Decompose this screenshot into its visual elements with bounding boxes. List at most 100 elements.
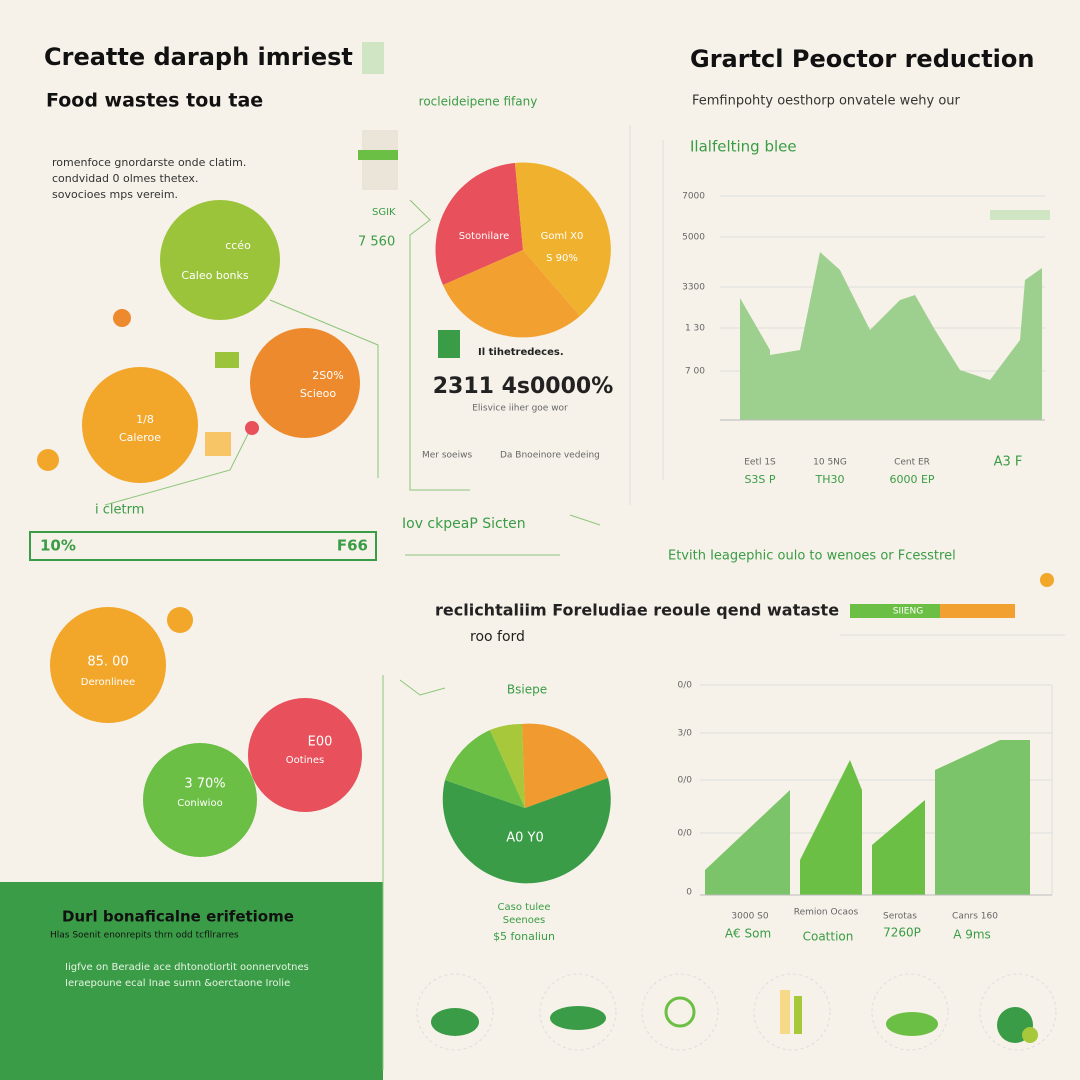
x-label: Serotas — [883, 912, 917, 922]
icon-row — [416, 973, 1057, 1051]
area — [740, 252, 1042, 420]
bubble-label: ccéo — [225, 239, 251, 252]
bubble-label: E00 — [308, 735, 333, 750]
y-label: 0/0 — [678, 681, 693, 691]
y-label: 7 00 — [685, 367, 705, 377]
bubble — [82, 367, 198, 483]
bubble-label: Caleo bonks — [181, 269, 249, 282]
caption: i cletrm — [95, 503, 144, 518]
headline: reclichtaliim Foreludiae reoule qend wat… — [435, 601, 839, 620]
pie-slice — [490, 723, 525, 808]
bubble — [143, 743, 257, 857]
step-area — [705, 790, 790, 895]
connector — [409, 199, 470, 491]
panel-title: Durl bonaficalne erifetiome — [62, 908, 294, 926]
headline: roo ford — [470, 629, 525, 645]
dot — [245, 421, 259, 435]
caption: Elisvice iiher goe wor — [472, 404, 568, 414]
title: Grartcl Peoctor reduction — [690, 45, 1034, 73]
big-number: 2311 4s0000% — [433, 374, 614, 399]
subtitle: Food wastes tou tae — [46, 90, 263, 112]
note: romenfoce gnordarste onde clatim. — [52, 156, 246, 169]
x-label: TH30 — [815, 473, 845, 486]
bubble-label: Ootines — [286, 755, 324, 766]
x-label: 10 5NG — [813, 458, 847, 468]
y-label: 1 30 — [685, 324, 705, 334]
legend: Il tihetredeces. — [478, 347, 564, 358]
progress — [940, 604, 1015, 618]
foot: Da Bnoeinore vedeing — [500, 451, 600, 461]
title: Creatte daraph imriest — [44, 43, 353, 71]
y-label: 0/0 — [678, 829, 693, 839]
bubble-label: 85. 00 — [87, 655, 128, 670]
y-label: 3300 — [682, 283, 705, 293]
x-label: Canrs 160 — [952, 912, 998, 922]
legend-key — [990, 210, 1050, 220]
step-area — [935, 740, 1030, 895]
panel — [0, 882, 383, 1080]
y-label: 0 — [686, 888, 692, 898]
bubble-label: Coniwioo — [177, 798, 222, 809]
step-area — [872, 800, 925, 895]
label: Seenoes — [503, 915, 545, 926]
icon — [215, 352, 239, 368]
subtitle: Femfinpohty oesthorp onvatele wehy our — [692, 94, 961, 109]
icon — [205, 432, 231, 456]
bubble-label: 3 70% — [184, 777, 225, 792]
y-label: 3/0 — [678, 729, 693, 739]
dot — [37, 449, 59, 471]
slice-label: Sotonilare — [459, 231, 510, 242]
connector — [382, 675, 446, 1070]
icon — [358, 150, 398, 160]
bubble-label: 2S0% — [312, 369, 343, 382]
step-area — [800, 760, 862, 895]
pie-slice — [445, 730, 525, 808]
x-label: Cent ER — [894, 458, 930, 468]
x-label: 7260P — [883, 926, 921, 940]
pie-slice — [522, 723, 608, 808]
note: condvidad 0 olmes thetex. — [52, 172, 198, 185]
x-label: A3 F — [994, 455, 1023, 470]
bubble-label: Deronlinee — [81, 677, 135, 688]
slice-label: A0 Y0 — [506, 831, 544, 846]
label: Iov ckpeaP Sicten — [402, 516, 526, 532]
x-label: 6000 EP — [889, 473, 934, 486]
x-label: Eetl 1S — [744, 458, 776, 468]
pie-slice — [515, 162, 611, 316]
dot — [167, 607, 193, 633]
bubble — [50, 607, 166, 723]
foot: Mer soeiws — [422, 451, 472, 461]
chart-title: Ilalfelting blee — [690, 138, 797, 156]
bar-frame — [29, 531, 377, 561]
x-label: A€ Som — [725, 927, 771, 941]
label: Etvith Ieagephic oulo to wenoes or Fcess… — [668, 549, 956, 564]
legend-icon — [438, 330, 460, 358]
panel-sub: Hlas Soenit enonrepits thrn odd tcfllrar… — [50, 931, 239, 941]
x-label: A 9ms — [953, 928, 991, 942]
dot — [1040, 573, 1054, 587]
connector — [104, 299, 379, 506]
bubble-label: 1/8 — [136, 413, 154, 426]
panel-text: Ieraepoune ecal Inae sumn &oerctaone Iro… — [65, 978, 290, 989]
x-label: 3000 S0 — [731, 912, 768, 922]
slice-label: Goml X0 — [541, 231, 584, 242]
heading: Bsiepe — [507, 683, 547, 697]
progress-label: SIIENG — [893, 607, 923, 617]
bubble — [250, 328, 360, 438]
pie-slice — [442, 778, 611, 884]
note: sovocioes mps vereim. — [52, 188, 178, 201]
y-label: 0/0 — [678, 776, 693, 786]
connector — [405, 514, 601, 556]
x-label: Coattion — [803, 930, 854, 944]
side-label: 7 560 — [358, 235, 395, 250]
label: Caso tulee — [498, 902, 551, 913]
heading: rocleideipene fifany — [419, 95, 538, 109]
label: $5 fonaliun — [493, 930, 555, 943]
x-label: Remion Ocaos — [794, 908, 859, 918]
slice-label: S 90% — [546, 253, 578, 264]
bubble — [248, 698, 362, 812]
x-label: S3S P — [744, 473, 775, 486]
pie-slice — [435, 163, 523, 285]
icon — [362, 42, 384, 74]
